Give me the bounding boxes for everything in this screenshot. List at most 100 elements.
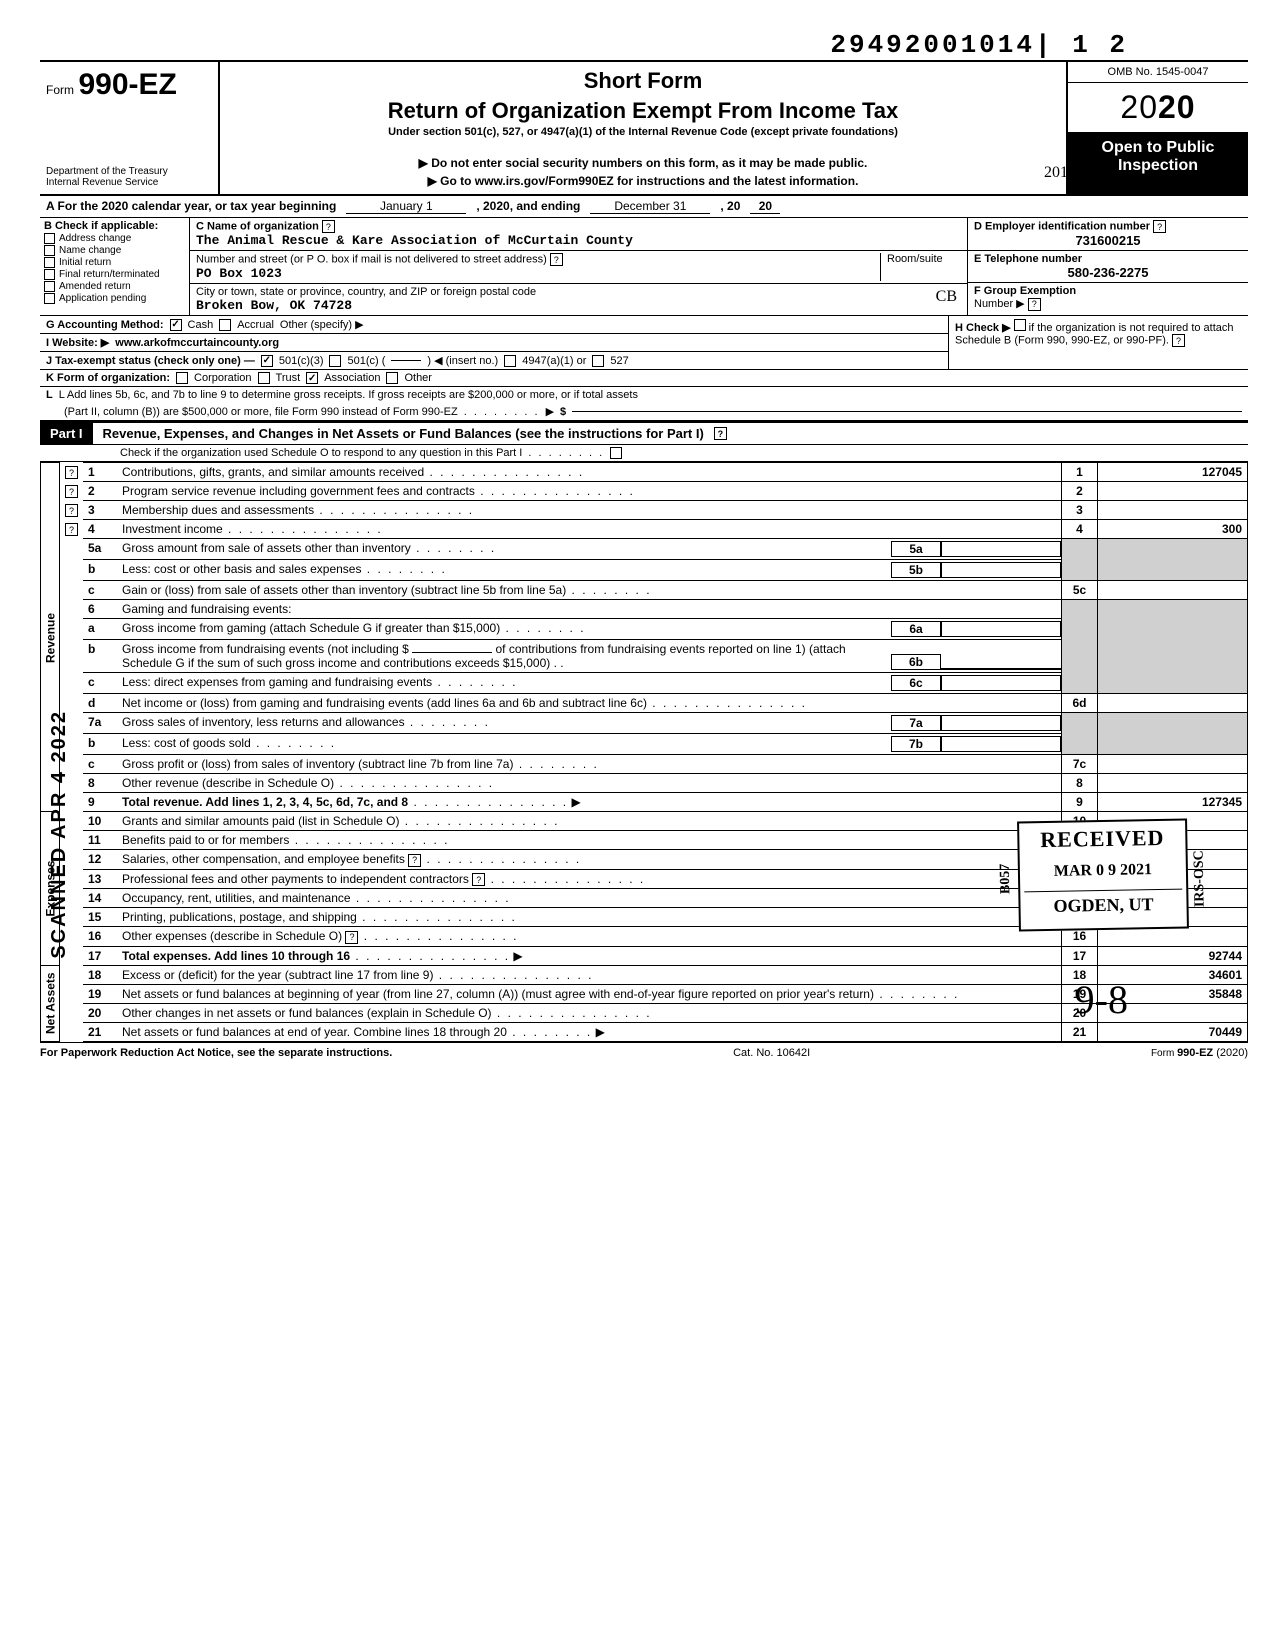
d-label: D Employer identification number <box>974 221 1150 233</box>
f-label: F Group Exemption <box>974 285 1076 297</box>
line-5c-amt[interactable] <box>1098 581 1248 600</box>
lbl-amended-return: Amended return <box>59 281 131 292</box>
under-section: Under section 501(c), 527, or 4947(a)(1)… <box>230 126 1056 138</box>
help-icon[interactable]: ? <box>345 931 358 944</box>
line-6b-amt[interactable] <box>941 668 1061 670</box>
org-city[interactable]: Broken Bow, OK 74728 <box>196 298 352 313</box>
lbl-accrual: Accrual <box>237 319 274 331</box>
org-name[interactable]: The Animal Rescue & Kare Association of … <box>196 233 633 248</box>
line-21-amt[interactable]: 70449 <box>1098 1022 1248 1041</box>
chk-application-pending[interactable] <box>44 293 55 304</box>
ein[interactable]: 731600215 <box>974 233 1242 248</box>
line-5a-amt[interactable] <box>941 541 1061 557</box>
chk-schedule-o[interactable] <box>610 447 622 459</box>
help-icon[interactable]: ? <box>65 466 78 479</box>
dept-line2: Internal Revenue Service <box>46 177 212 188</box>
501c-insert[interactable] <box>391 360 421 361</box>
line-14-desc: Occupancy, rent, utilities, and maintena… <box>122 891 351 905</box>
line-1-amt[interactable]: 127045 <box>1098 463 1248 482</box>
l-text2: (Part II, column (B)) are $500,000 or mo… <box>64 406 458 418</box>
stamp-side2: IRS-OSC <box>1192 850 1209 907</box>
line-7a-amt[interactable] <box>941 715 1061 731</box>
row-a-lead: A For the 2020 calendar year, or tax yea… <box>46 199 336 213</box>
stamp-location: OGDEN, UT <box>1024 889 1182 918</box>
line-5b-amt[interactable] <box>941 562 1061 578</box>
line-4-amt[interactable]: 300 <box>1098 520 1248 539</box>
chk-corporation[interactable] <box>176 372 188 384</box>
addr-label: Number and street (or P O. box if mail i… <box>196 254 547 266</box>
chk-501c[interactable] <box>329 355 341 367</box>
help-icon[interactable]: ? <box>322 220 335 233</box>
handwritten-cb: CB <box>936 288 957 306</box>
line-17-amt[interactable]: 92744 <box>1098 946 1248 965</box>
chk-name-change[interactable] <box>44 245 55 256</box>
help-icon[interactable]: ? <box>550 253 563 266</box>
row-a-tax-year: A For the 2020 calendar year, or tax yea… <box>40 196 1248 218</box>
chk-cash[interactable] <box>170 319 182 331</box>
chk-amended-return[interactable] <box>44 281 55 292</box>
chk-initial-return[interactable] <box>44 257 55 268</box>
c-label: C Name of organization <box>196 221 319 233</box>
lbl-trust: Trust <box>276 372 301 384</box>
lbl-501c: 501(c) ( <box>347 355 385 367</box>
line-6d-amt[interactable] <box>1098 694 1248 713</box>
chk-association[interactable] <box>306 372 318 384</box>
chk-accrual[interactable] <box>219 319 231 331</box>
org-street[interactable]: PO Box 1023 <box>196 266 282 281</box>
chk-trust[interactable] <box>258 372 270 384</box>
sidebar-netassets: Net Assets <box>41 965 60 1041</box>
lbl-association: Association <box>324 372 380 384</box>
help-icon[interactable]: ? <box>714 427 727 440</box>
line-6c-amt[interactable] <box>941 675 1061 691</box>
lbl-527: 527 <box>610 355 628 367</box>
lines-table: Revenue ? 1Contributions, gifts, grants,… <box>40 462 1248 1042</box>
line-1-desc: Contributions, gifts, grants, and simila… <box>122 465 424 479</box>
chk-527[interactable] <box>592 355 604 367</box>
row-a-begin[interactable]: January 1 <box>346 199 466 214</box>
help-icon[interactable]: ? <box>65 485 78 498</box>
chk-schedule-b[interactable] <box>1014 319 1026 331</box>
line-6c-desc: Less: direct expenses from gaming and fu… <box>122 675 432 689</box>
line-7b-amt[interactable] <box>941 736 1061 752</box>
line-6b-contrib[interactable] <box>412 652 492 653</box>
chk-4947[interactable] <box>504 355 516 367</box>
line-2-desc: Program service revenue including govern… <box>122 484 475 498</box>
help-icon[interactable]: ? <box>65 504 78 517</box>
row-a-end[interactable]: December 31 <box>590 199 710 214</box>
lbl-501c3: 501(c)(3) <box>279 355 324 367</box>
l-amount[interactable] <box>572 411 1242 412</box>
line-2-amt[interactable] <box>1098 482 1248 501</box>
h-label: H Check ▶ <box>955 322 1011 334</box>
line-8-amt[interactable] <box>1098 774 1248 793</box>
lbl-other-specify: Other (specify) ▶ <box>280 318 364 331</box>
chk-other-org[interactable] <box>386 372 398 384</box>
chk-501c3[interactable] <box>261 355 273 367</box>
help-icon[interactable]: ? <box>408 854 421 867</box>
row-a-mid: , 2020, and ending <box>476 199 580 213</box>
form-number: 990-EZ <box>78 68 176 101</box>
phone[interactable]: 580-236-2275 <box>974 265 1242 280</box>
lbl-final-return: Final return/terminated <box>59 269 160 280</box>
chk-final-return[interactable] <box>44 269 55 280</box>
row-a-tail-yr[interactable]: 20 <box>750 199 780 214</box>
room-label: Room/suite <box>887 253 943 265</box>
line-6a-amt[interactable] <box>941 621 1061 637</box>
line-17-desc: Total expenses. Add lines 10 through 16 <box>122 949 350 963</box>
help-icon[interactable]: ? <box>1028 298 1041 311</box>
website[interactable]: www.arkofmccurtaincounty.org <box>115 337 279 349</box>
line-9-amt[interactable]: 127345 <box>1098 793 1248 812</box>
help-icon[interactable]: ? <box>65 523 78 536</box>
lbl-other-org: Other <box>404 372 432 384</box>
part1-check-line: Check if the organization used Schedule … <box>40 445 1248 462</box>
help-icon[interactable]: ? <box>1153 220 1166 233</box>
do-not-enter: ▶ Do not enter social security numbers o… <box>230 156 1056 170</box>
line-16-desc: Other expenses (describe in Schedule O) <box>122 929 342 943</box>
chk-address-change[interactable] <box>44 233 55 244</box>
header-mid: Short Form Return of Organization Exempt… <box>220 62 1068 194</box>
line-7c-amt[interactable] <box>1098 755 1248 774</box>
lbl-application-pending: Application pending <box>59 293 146 304</box>
help-icon[interactable]: ? <box>1172 334 1185 347</box>
line-6-desc: Gaming and fundraising events: <box>117 600 1062 619</box>
help-icon[interactable]: ? <box>472 873 485 886</box>
line-3-amt[interactable] <box>1098 501 1248 520</box>
